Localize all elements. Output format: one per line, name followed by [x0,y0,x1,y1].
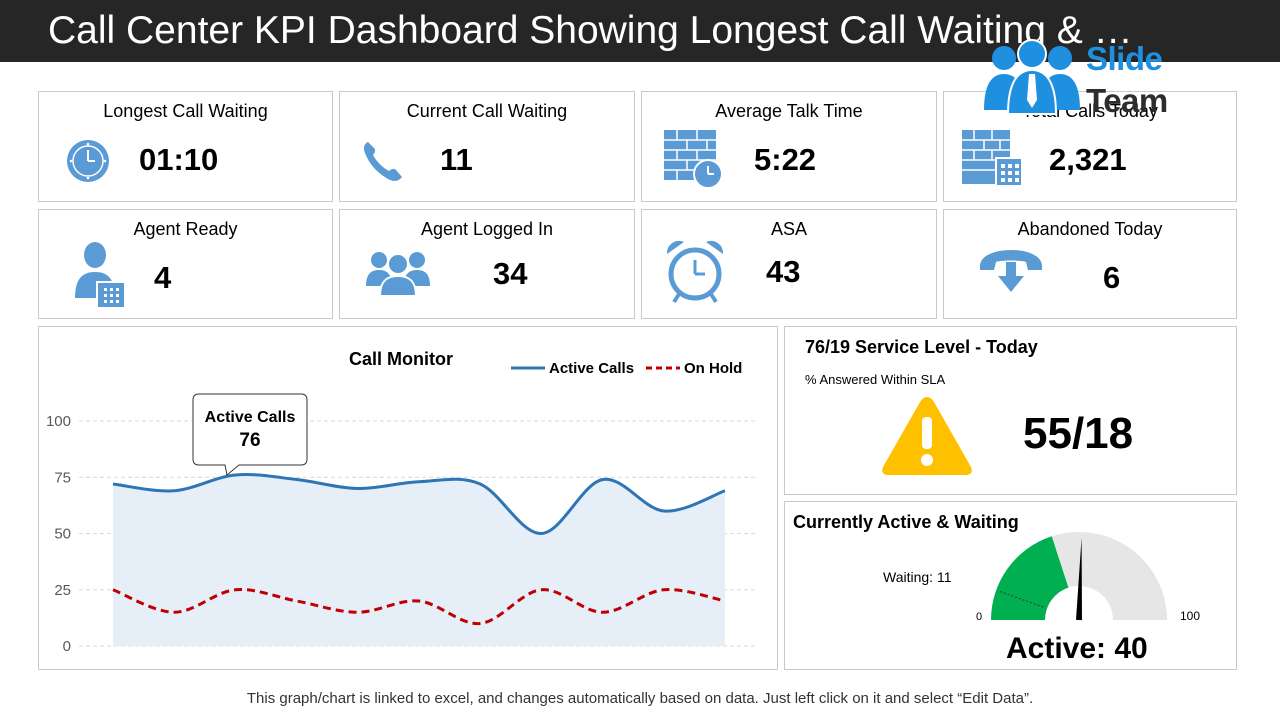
active-calls-point[interactable] [600,477,606,483]
gauge-title: Currently Active & Waiting [793,512,1019,532]
on-hold-point[interactable] [232,587,238,593]
service-level-subtitle: % Answered Within SLA [805,372,946,387]
alarm-clock-icon [666,240,724,304]
logo-text-team: Team [1086,82,1168,119]
kpi-value: 2,321 [1049,142,1127,177]
on-hold-point[interactable] [600,609,606,615]
gauge-active-label: Active: 40 [1006,632,1148,665]
people-logo-icon [984,39,1080,115]
active-calls-point[interactable] [661,508,667,514]
on-hold-point[interactable] [355,609,361,615]
kpi-value: 43 [766,254,801,289]
active-calls-line[interactable] [112,473,726,536]
phone-icon [364,142,402,181]
agent-phone-icon [75,242,126,309]
kpi-label: Abandoned Today [1017,219,1163,239]
kpi-value: 01:10 [139,142,219,177]
callout-value: 76 [239,430,260,451]
kpi-value: 34 [493,256,528,291]
building-phone-icon [962,130,1023,187]
kpi-value: 6 [1103,260,1121,295]
kpi-current-call-waiting: Current Call Waiting 11 [339,91,635,202]
y-tick-label: 0 [63,638,71,655]
kpi-average-talk-time: Average Talk Time 5:22 [641,91,937,202]
kpi-label: Current Call Waiting [406,101,568,121]
service-level-title: 76/19 Service Level - Today [805,337,1038,357]
hang-up-icon [980,250,1042,292]
kpi-label: Agent Ready [133,219,238,239]
gauge-min-label: 0 [976,611,983,623]
on-hold-point[interactable] [722,598,728,604]
kpi-label: ASA [770,219,808,239]
legend-hold-label: On Hold [684,360,742,377]
kpi-label: Agent Logged In [420,219,554,239]
on-hold-point[interactable] [294,598,300,604]
chart-legend: Active Calls On Hold [511,360,742,377]
gauge-max-label: 100 [1180,609,1201,623]
y-tick-label: 25 [54,582,71,599]
active-calls-point[interactable] [477,481,483,487]
active-calls-point[interactable] [355,486,361,492]
gauge-remaining-segment [1051,532,1167,620]
group-icon [366,252,430,297]
chart-y-axis: 0 25 50 75 100 [46,413,71,655]
on-hold-point[interactable] [416,598,422,604]
gauge-active-segment [991,536,1069,620]
gauge-needle [1076,538,1082,621]
on-hold-point[interactable] [477,621,483,627]
kpi-value: 11 [440,142,473,177]
legend-active-label: Active Calls [549,360,634,377]
callout-title: Active Calls [205,409,296,426]
kpi-value: 4 [154,260,172,295]
on-hold-point[interactable] [171,609,177,615]
logo-text-slide: Slide [1086,40,1163,77]
slideteam-logo: Slide Team [982,38,1182,119]
on-hold-point[interactable] [661,587,667,593]
kpi-abandoned-today: Abandoned Today 6 [943,209,1237,319]
active-calls-point[interactable] [722,488,728,494]
active-calls-point[interactable] [294,477,300,483]
kpi-label: Average Talk Time [715,101,863,121]
kpi-label: Longest Call Waiting [103,101,268,121]
y-tick-label: 50 [54,526,71,543]
call-monitor-chart[interactable]: 0 25 50 75 100 Call Monitor Active Calls On … [39,327,777,669]
active-calls-point[interactable] [416,479,422,485]
active-calls-point[interactable] [538,531,544,537]
brick-wall-clock-icon [664,130,723,189]
active-calls-point[interactable] [232,472,238,478]
active-calls-point[interactable] [110,481,116,487]
gauge-waiting-label: Waiting: 11 [883,569,952,585]
kpi-asa: ASA 43 [641,209,937,319]
footer-note: This graph/chart is linked to excel, and… [246,690,1034,707]
active-waiting-gauge [991,532,1167,621]
active-calls-point[interactable] [171,488,177,494]
kpi-agent-ready: Agent Ready 4 [38,209,333,319]
kpi-value: 5:22 [754,142,817,177]
active-calls-area [113,474,725,646]
chart-area-layer [113,474,725,646]
on-hold-point[interactable] [538,587,544,593]
on-hold-point[interactable] [110,587,116,593]
active-calls-callout: Active Calls 76 [192,393,308,476]
kpi-longest-call-waiting: Longest Call Waiting 01:10 [38,91,333,202]
clock-icon [67,140,109,182]
chart-series-layer [110,472,728,627]
chart-title: Call Monitor [349,349,453,369]
y-tick-label: 100 [46,413,71,430]
call-monitor-card: 0 25 50 75 100 Call Monitor Active Calls On … [38,326,778,670]
gauge-card: Currently Active & Waiting Waiting: 11 0… [784,501,1237,670]
warning-icon [882,397,972,475]
on-hold-line[interactable] [112,588,726,626]
service-level-card: 76/19 Service Level - Today % Answered W… [784,326,1237,495]
service-level-value: 55/18 [1023,409,1134,458]
y-tick-label: 75 [54,469,71,486]
kpi-agent-logged-in: Agent Logged In 34 [339,209,635,319]
